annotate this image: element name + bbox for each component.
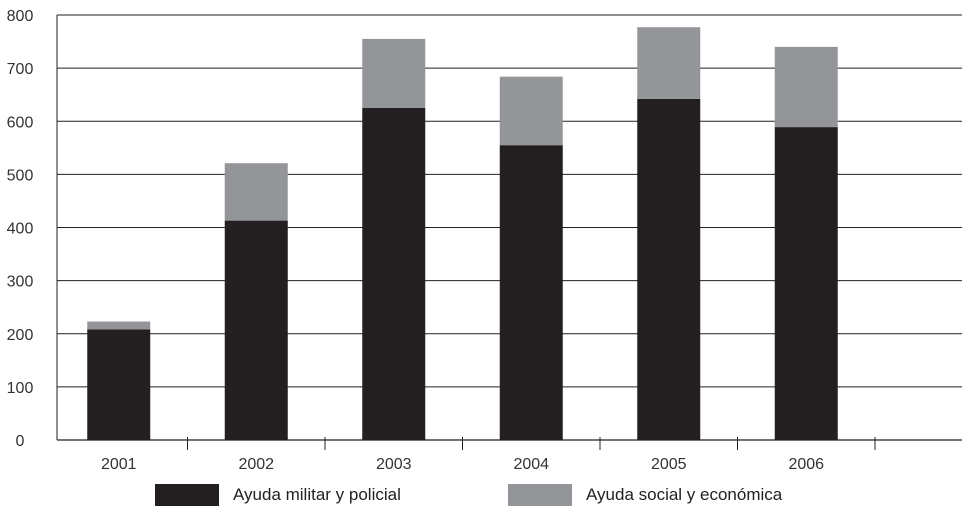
legend-label: Ayuda militar y policial (233, 485, 401, 504)
y-tick-label: 300 (7, 274, 34, 291)
y-tick-label: 500 (7, 167, 34, 184)
x-axis-ticks: 2001 2002 2003 2004 2005 2006 (101, 456, 824, 473)
y-tick-label: 600 (7, 114, 34, 131)
bar-segment-social (499, 76, 563, 146)
bar-segment-military (637, 98, 701, 440)
y-tick-label: 700 (7, 61, 34, 78)
x-tick-label: 2001 (101, 456, 137, 473)
bar-segment-military (774, 127, 838, 440)
y-axis-ticks: 0 100 200 300 400 500 600 700 800 (7, 8, 34, 450)
x-tick-label: 2004 (513, 456, 549, 473)
y-tick-label: 200 (7, 327, 34, 344)
legend: Ayuda militar y policial Ayuda social y e… (155, 484, 783, 506)
bar-segment-social (774, 46, 838, 128)
legend-swatch (508, 484, 572, 506)
y-tick-label: 100 (7, 380, 34, 397)
bar-segment-military (362, 107, 426, 440)
bar-segment-social (637, 27, 701, 99)
x-tick-label: 2002 (238, 456, 274, 473)
bar-segment-military (499, 145, 563, 440)
bar-segment-military (224, 220, 288, 440)
legend-label: Ayuda social y económica (586, 485, 783, 504)
bar-segment-social (362, 38, 426, 108)
x-tick-label: 2003 (376, 456, 412, 473)
y-tick-label: 400 (7, 221, 34, 238)
bar-segment-social (87, 321, 151, 330)
x-axis (56, 15, 962, 450)
bar-segment-social (224, 163, 288, 221)
legend-swatch (155, 484, 219, 506)
bars (87, 27, 838, 440)
bar-segment-military (87, 329, 151, 440)
x-tick-label: 2006 (788, 456, 824, 473)
y-tick-label: 800 (7, 8, 34, 25)
y-tick-label: 0 (16, 433, 25, 450)
x-tick-label: 2005 (651, 456, 687, 473)
